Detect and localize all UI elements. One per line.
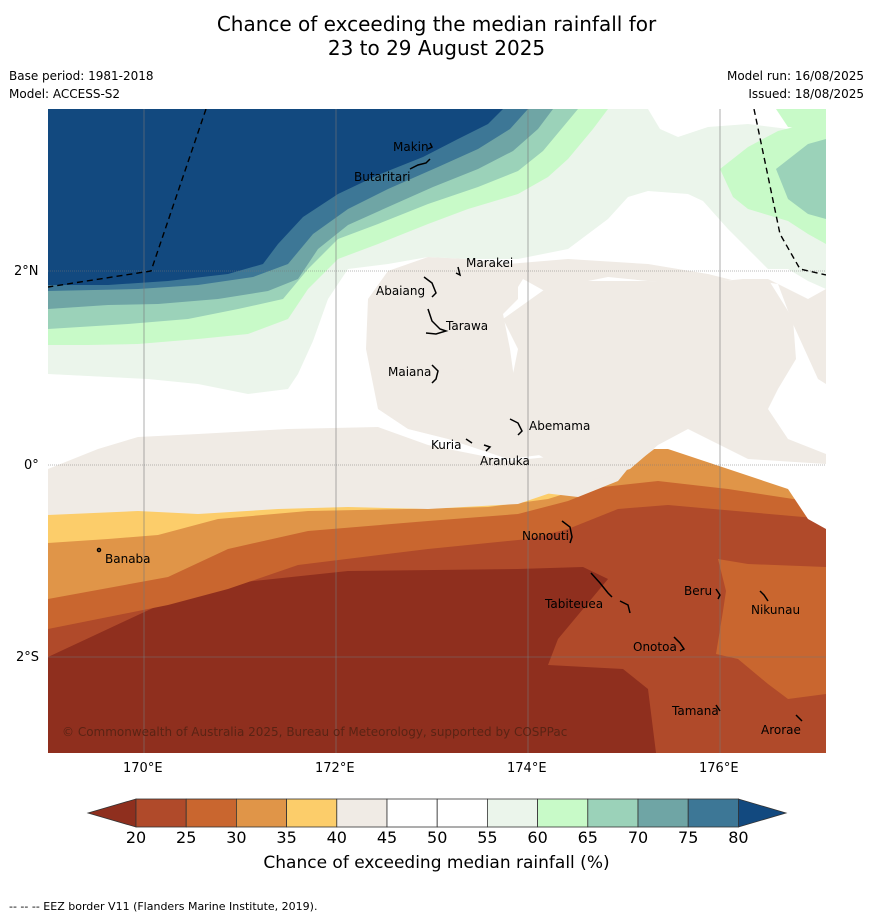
label-aranuka: Aranuka xyxy=(480,454,530,468)
colorbar-tick-label: 70 xyxy=(627,828,649,847)
colorbar-tick-label: 30 xyxy=(226,828,247,847)
base-period: Base period: 1981-2018 xyxy=(9,69,154,83)
map-title: Chance of exceeding the median rainfall … xyxy=(0,12,873,60)
islands xyxy=(96,142,803,722)
lat-label-0: 0° xyxy=(24,458,39,473)
dotted-gridlines xyxy=(48,270,826,466)
issued-date: Issued: 18/08/2025 xyxy=(748,87,864,101)
label-kuria: Kuria xyxy=(431,438,462,452)
marakei-island xyxy=(455,266,462,277)
colorbar-tick-label: 75 xyxy=(678,828,699,847)
rainfall-map: Makin Butaritari Marakei Abaiang Tarawa … xyxy=(48,109,826,753)
lon-label-170e: 170°E xyxy=(123,761,163,776)
tamana-island xyxy=(715,704,721,712)
colorbar-segment xyxy=(486,798,538,828)
colorbar-segment xyxy=(637,798,689,828)
colorbar-tick-label: 80 xyxy=(728,828,749,847)
colorbar-segment xyxy=(436,798,488,828)
banaba-island xyxy=(96,547,102,553)
colorbar-tick-label: 20 xyxy=(125,828,147,847)
green-corner-ne xyxy=(776,109,826,129)
colorbar-title: Chance of exceeding median rainfall (%) xyxy=(263,853,610,873)
label-nonouti: Nonouti xyxy=(522,529,569,543)
colorbar-under-triangle xyxy=(86,798,137,828)
beige-patch-tarawa xyxy=(400,314,473,373)
title-line-1: Chance of exceeding the median rainfall … xyxy=(216,12,657,36)
label-arorae: Arorae xyxy=(761,723,801,737)
arorae-island xyxy=(795,714,803,722)
colorbar-segment xyxy=(687,798,739,828)
eez-footnote: -- -- -- EEZ border V11 (Flanders Marine… xyxy=(9,900,318,913)
band-30-35-east xyxy=(716,559,826,699)
label-maiana: Maiana xyxy=(388,365,431,379)
abaiang-island xyxy=(423,276,437,298)
model-name: Model: ACCESS-S2 xyxy=(9,87,121,101)
colorbar-segment xyxy=(336,798,388,828)
teal-blob-ne xyxy=(776,139,826,219)
onotoa-island xyxy=(673,636,686,652)
butaritari-island xyxy=(409,158,431,170)
colorbar-segment xyxy=(185,798,237,828)
label-beru: Beru xyxy=(684,584,712,598)
label-marakei: Marakei xyxy=(466,256,513,270)
beru-island xyxy=(715,588,721,600)
colorbar-over-triangle xyxy=(738,798,788,828)
colorbar-segment xyxy=(235,798,287,828)
abemama-island xyxy=(509,418,523,436)
label-abaiang: Abaiang xyxy=(376,284,425,298)
colorbar-segment xyxy=(286,798,338,828)
lon-label-172e: 172°E xyxy=(315,761,355,776)
eez-border xyxy=(48,109,826,288)
colorbar-segment xyxy=(386,798,438,828)
green-blob-ne xyxy=(720,119,826,244)
label-tabiteuea: Tabiteuea xyxy=(544,597,603,611)
aranuka-island xyxy=(483,444,492,452)
colorbar-tick-label: 45 xyxy=(376,828,398,847)
nonouti-island xyxy=(561,520,573,544)
colorbar-tick-label: 60 xyxy=(527,828,548,847)
label-abemama: Abemama xyxy=(529,419,590,433)
label-makin: Makin xyxy=(393,140,429,154)
nikunau-island xyxy=(759,590,769,602)
lat-label-2s: 2°S xyxy=(16,650,40,665)
colorbar-segment xyxy=(135,798,187,828)
label-tarawa: Tarawa xyxy=(445,319,488,333)
title-line-2: 23 to 29 August 2025 xyxy=(327,36,546,60)
tabiteuea-south xyxy=(619,600,631,614)
lon-label-176e: 176°E xyxy=(699,761,739,776)
colorbar-tick-label: 35 xyxy=(276,828,297,847)
label-banaba: Banaba xyxy=(105,552,151,566)
makin-island xyxy=(427,142,434,150)
white-wedge-ne xyxy=(648,109,826,149)
colorbar-tick-label: 65 xyxy=(577,828,598,847)
colorbar xyxy=(86,798,788,832)
lat-label-2n: 2°N xyxy=(14,264,39,279)
copyright-notice: © Commonwealth of Australia 2025, Bureau… xyxy=(62,725,567,739)
gridlines xyxy=(48,109,826,753)
model-run-date: Model run: 16/08/2025 xyxy=(726,69,864,83)
beige-patch-east xyxy=(503,279,826,481)
colorbar-segment xyxy=(587,798,639,828)
colorbar-tick-label: 40 xyxy=(326,828,347,847)
maiana-island xyxy=(431,364,439,384)
label-butaritari: Butaritari xyxy=(354,170,411,184)
label-nikunau: Nikunau xyxy=(751,603,800,617)
tarawa-island xyxy=(425,308,449,335)
colorbar-tick-label: 55 xyxy=(477,828,498,847)
band-80-plus xyxy=(48,109,503,285)
colorbar-tick-label: 50 xyxy=(427,828,448,847)
label-tamana: Tamana xyxy=(671,704,719,718)
colorbar-svg xyxy=(86,798,788,828)
kuria-island xyxy=(465,438,473,444)
label-onotoa: Onotoa xyxy=(633,640,677,654)
colorbar-segment xyxy=(537,798,589,828)
place-labels: Makin Butaritari Marakei Abaiang Tarawa … xyxy=(105,140,801,737)
lon-label-174e: 174°E xyxy=(507,761,547,776)
colorbar-tick-label: 25 xyxy=(176,828,197,847)
tabiteuea-north xyxy=(590,572,613,598)
